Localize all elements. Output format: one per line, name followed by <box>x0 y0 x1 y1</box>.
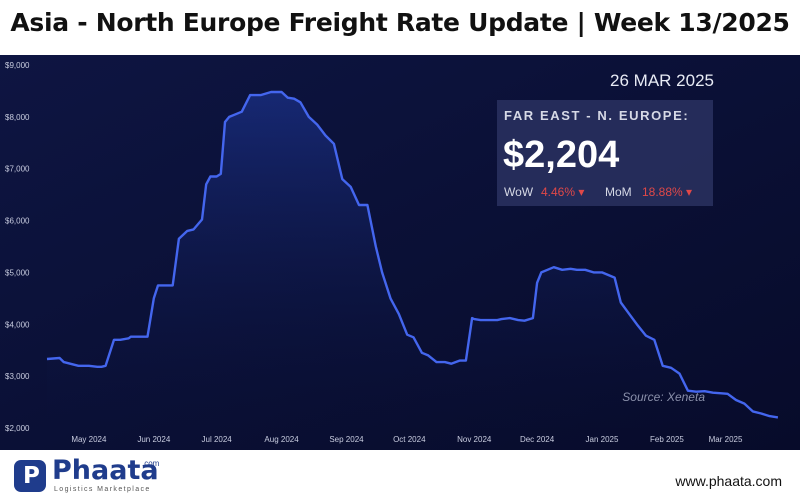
logo-brand-com: .com <box>142 459 160 468</box>
mom-label: MoM <box>605 185 632 199</box>
rate-panel: 26 MAR 2025 FAR EAST - N. EUROPE: $2,204… <box>497 71 714 206</box>
x-tick-label: Feb 2025 <box>650 435 684 444</box>
y-tick-label: $4,000 <box>5 320 30 329</box>
mom-value: 18.88% ▾ <box>642 185 692 199</box>
y-tick-label: $8,000 <box>5 113 30 122</box>
y-tick-label: $2,000 <box>5 424 30 433</box>
freight-rate-chart: $2,000 $3,000 $4,000 $5,000 $6,000 $7,000 $8,0… <box>0 55 800 450</box>
wow-value: 4.46% ▾ <box>541 185 584 199</box>
phaata-logo: P Phaata .com Logistics Marketplace <box>14 455 204 496</box>
logo-brand: Phaata <box>52 455 159 486</box>
y-tick-label: $7,000 <box>5 165 30 174</box>
logo-tagline: Logistics Marketplace <box>54 486 151 493</box>
y-tick-label: $9,000 <box>5 61 30 70</box>
x-tick-label: Oct 2024 <box>393 435 426 444</box>
y-tick-label: $6,000 <box>5 217 30 226</box>
chart-area: $2,000 $3,000 $4,000 $5,000 $6,000 $7,000 $8,0… <box>0 55 800 450</box>
panel-route: FAR EAST - N. EUROPE: <box>504 108 689 123</box>
y-tick-label: $3,000 <box>5 372 30 381</box>
y-tick-label: $5,000 <box>5 268 30 277</box>
x-tick-label: Mar 2025 <box>709 435 743 444</box>
phaata-logo-icon: P <box>14 460 46 492</box>
x-tick-label: Jan 2025 <box>586 435 619 444</box>
x-tick-label: Aug 2024 <box>264 435 299 444</box>
x-tick-label: May 2024 <box>71 435 107 444</box>
series-line <box>46 90 779 419</box>
page-title: Asia - North Europe Freight Rate Update … <box>10 8 790 37</box>
x-tick-label: Jul 2024 <box>202 435 233 444</box>
panel-price: $2,204 <box>503 134 619 176</box>
panel-box <box>497 100 713 206</box>
panel-date: 26 MAR 2025 <box>610 71 714 90</box>
source-label: Source: Xeneta <box>622 390 705 404</box>
x-tick-label: Dec 2024 <box>520 435 555 444</box>
x-tick-label: Nov 2024 <box>457 435 492 444</box>
website-link: www.phaata.com <box>675 473 782 489</box>
x-tick-label: Jun 2024 <box>137 435 170 444</box>
x-tick-label: Sep 2024 <box>329 435 364 444</box>
wow-label: WoW <box>504 185 534 199</box>
series-area-fill <box>47 92 778 428</box>
